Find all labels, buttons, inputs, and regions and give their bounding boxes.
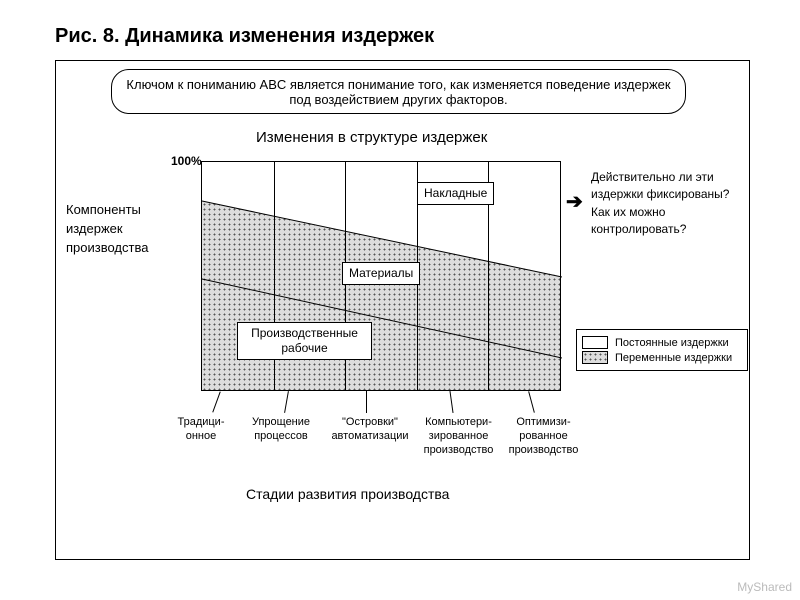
stage-text: Оптимизи- <box>516 416 570 428</box>
legend-row-fixed: Постоянные издержки <box>582 336 742 349</box>
stage-text: Компьютери- <box>425 416 492 428</box>
question-text: Действительно ли эти издержки фиксирован… <box>591 169 746 239</box>
leader-line <box>366 391 367 413</box>
legend-label: Постоянные издержки <box>615 337 729 349</box>
y-100pct: 100% <box>171 154 202 168</box>
leader-line <box>449 391 453 413</box>
q-line: Действительно ли эти <box>591 170 714 184</box>
leader-line <box>528 391 535 413</box>
stage-label: "Островки" автоматизации <box>324 416 416 444</box>
diagram-frame: Ключом к пониманию ABC является понимани… <box>55 60 750 560</box>
stage-label: Упрощение процессов <box>241 416 321 444</box>
stage-text: процессов <box>254 430 308 442</box>
leader-line <box>284 391 289 413</box>
stage-label: Оптимизи- рованное производство <box>501 416 586 457</box>
swatch-variable <box>582 351 608 364</box>
stage-text: онное <box>186 430 217 442</box>
label-materials: Материалы <box>342 262 420 285</box>
x-axis-label: Стадии развития производства <box>246 486 449 502</box>
label-workers: Производственные рабочие <box>237 322 372 360</box>
q-line: контролировать? <box>591 222 686 236</box>
stage-label: Традици- онное <box>161 416 241 444</box>
chart-title: Изменения в структуре издержек <box>256 129 487 146</box>
label-overhead: Накладные <box>417 182 494 205</box>
stage-text: Традици- <box>177 416 224 428</box>
figure-title: Рис. 8. Динамика изменения издержек <box>55 25 434 48</box>
stage-text: рованное <box>519 430 567 442</box>
stage-text: "Островки" <box>342 416 398 428</box>
legend-row-variable: Переменные издержки <box>582 351 742 364</box>
watermark: MyShared <box>737 580 792 594</box>
stage-text: производство <box>509 444 579 456</box>
swatch-fixed <box>582 336 608 349</box>
stage-text: производство <box>424 444 494 456</box>
callout-box: Ключом к пониманию ABC является понимани… <box>111 69 686 114</box>
legend-label: Переменные издержки <box>615 352 732 364</box>
q-line: Как их можно <box>591 205 665 219</box>
stage-text: Упрощение <box>252 416 310 428</box>
stage-text: автоматизации <box>331 430 408 442</box>
stacked-area-chart: Накладные Материалы Производственные раб… <box>201 161 561 391</box>
leader-line <box>212 391 220 412</box>
legend: Постоянные издержки Переменные издержки <box>576 329 748 371</box>
y-axis-label: Компоненты издержек производства <box>66 201 176 258</box>
arrow-icon: ➔ <box>566 189 583 214</box>
stage-label: Компьютери- зированное производство <box>416 416 501 457</box>
q-line: издержки фиксированы? <box>591 187 729 201</box>
callout-text: Ключом к пониманию ABC является понимани… <box>126 77 671 107</box>
stage-text: зированное <box>429 430 489 442</box>
